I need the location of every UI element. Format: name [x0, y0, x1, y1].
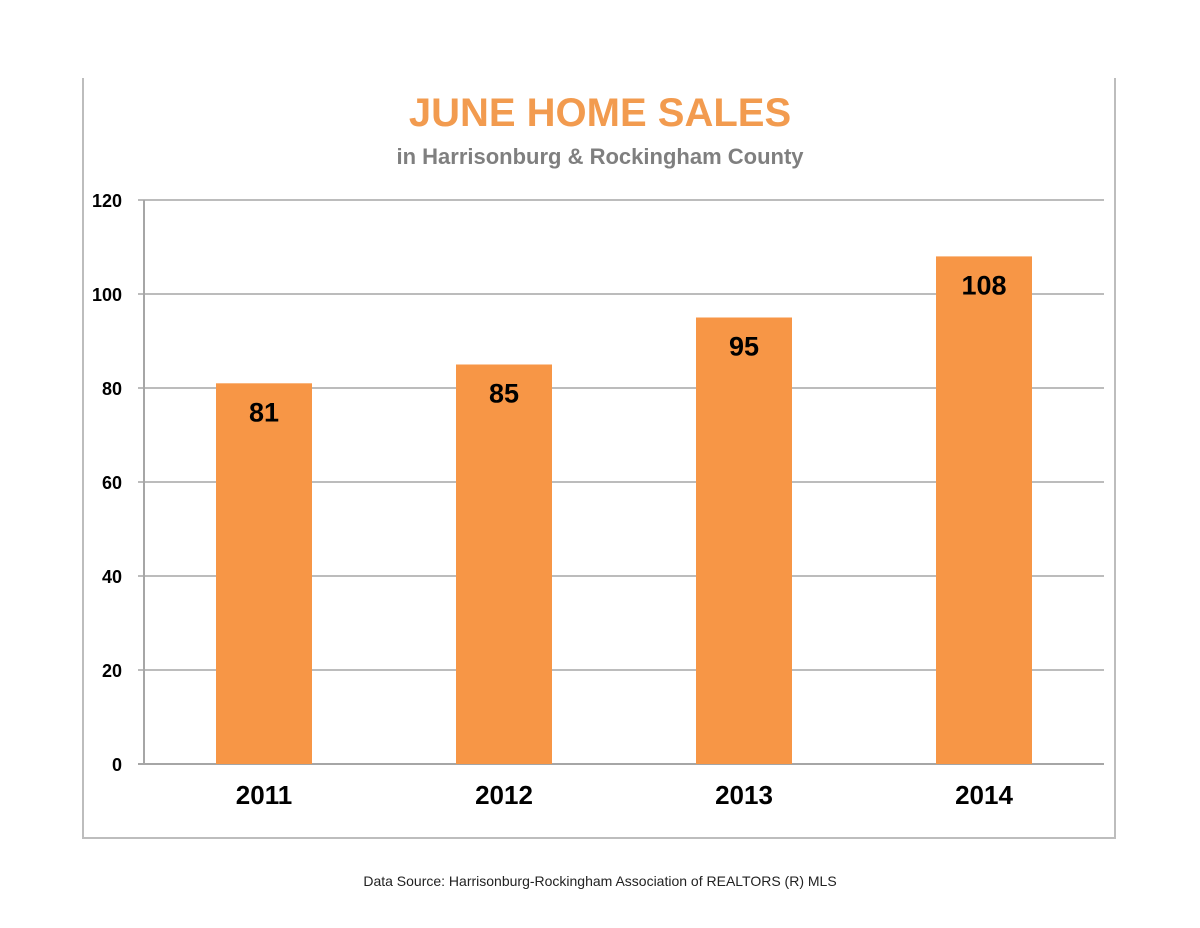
x-tick-label-2011: 2011	[236, 780, 292, 810]
chart-subtitle: in Harrisonburg & Rockingham County	[396, 144, 804, 169]
data-label-2012: 85	[489, 379, 519, 409]
data-label-2013: 95	[729, 332, 759, 362]
y-tick-label: 100	[92, 285, 122, 305]
x-tick-label-2014: 2014	[955, 780, 1013, 810]
y-tick-label: 0	[112, 755, 122, 775]
bar-2012	[456, 364, 552, 764]
x-tick-label-2013: 2013	[715, 780, 773, 810]
y-tick-label: 60	[102, 473, 122, 493]
y-tick-label: 120	[92, 191, 122, 211]
data-labels: 81 85 95 108	[249, 270, 1007, 427]
bar-2013	[696, 317, 792, 764]
data-label-2014: 108	[961, 270, 1006, 300]
bars	[216, 256, 1032, 764]
x-tick-label-2012: 2012	[475, 780, 533, 810]
chart-title: JUNE HOME SALES	[409, 91, 791, 135]
chart-frame	[82, 78, 1116, 839]
x-axis-ticks: 2011 2012 2013 2014	[236, 780, 1014, 810]
y-axis-ticks: 0 20 40 60 80 100 120	[92, 191, 122, 775]
bar-2014	[936, 256, 1032, 764]
data-label-2011: 81	[249, 397, 279, 427]
bar-2011	[216, 383, 312, 764]
y-tick-label: 80	[102, 379, 122, 399]
y-tick-label: 40	[102, 567, 122, 587]
data-source-note: Data Source: Harrisonburg-Rockingham Ass…	[363, 873, 837, 889]
y-tick-label: 20	[102, 661, 122, 681]
